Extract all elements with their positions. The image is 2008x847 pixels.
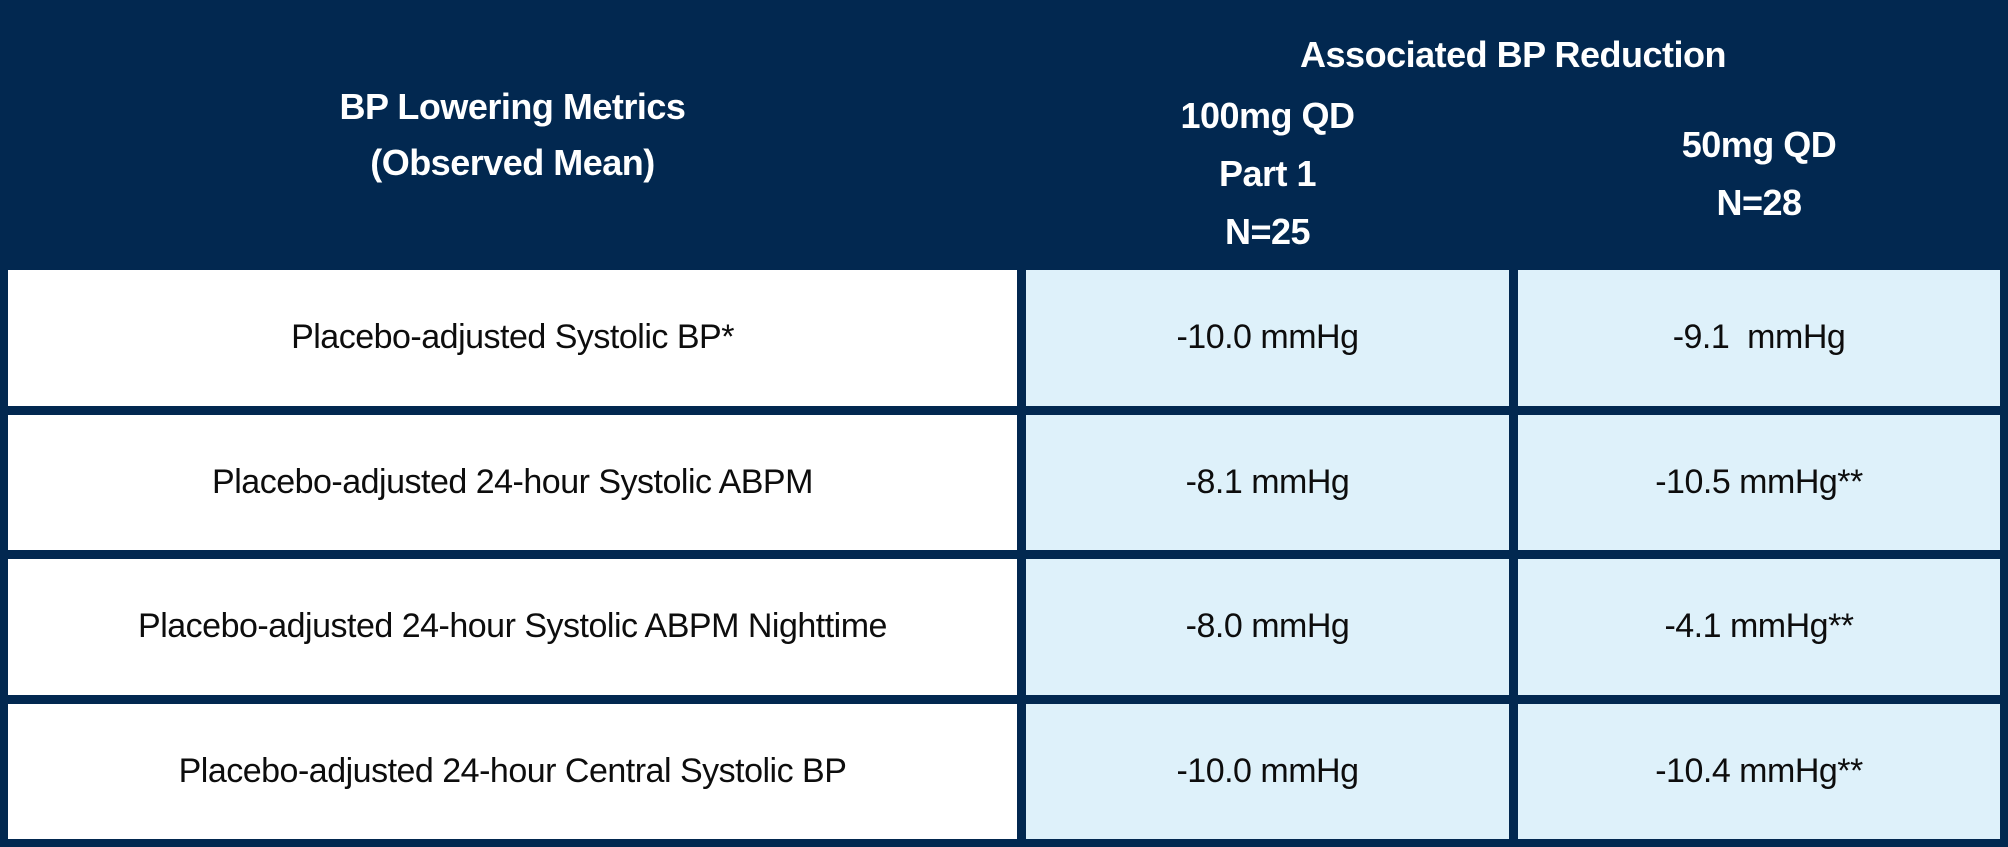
value-cell-100mg-systolic-bp: -10.0 mmHg [1026,270,1509,406]
col-header-50mg-qd: 50mg QD N=28 [1518,87,2000,261]
value-cell-50mg-systolic-bp: -9.1 mmHg [1518,270,2000,406]
value-cell-100mg-24h-systolic-abpm: -8.1 mmHg [1026,414,1509,550]
value-cell-50mg-24h-systolic-abpm-nighttime: -4.1 mmHg** [1518,559,2000,695]
metric-cell-24h-central-systolic-bp: Placebo-adjusted 24-hour Central Systoli… [8,703,1017,839]
value-cell-100mg-24h-systolic-abpm-nighttime: -8.0 mmHg [1026,559,1509,695]
metric-cell-24h-systolic-abpm: Placebo-adjusted 24-hour Systolic ABPM [8,414,1017,550]
group-header-associated-bp-reduction: Associated BP Reduction [1026,8,2000,78]
value-cell-100mg-24h-central-systolic-bp: -10.0 mmHg [1026,703,1509,839]
metric-cell-systolic-bp: Placebo-adjusted Systolic BP* [8,270,1017,406]
metric-cell-24h-systolic-abpm-nighttime: Placebo-adjusted 24-hour Systolic ABPM N… [8,559,1017,695]
corner-header-bp-lowering-metrics: BP Lowering Metrics (Observed Mean) [8,8,1017,261]
value-cell-50mg-24h-systolic-abpm: -10.5 mmHg** [1518,414,2000,550]
col-header-100mg-qd: 100mg QD Part 1 N=25 [1026,87,1509,261]
value-cell-50mg-24h-central-systolic-bp: -10.4 mmHg** [1518,703,2000,839]
